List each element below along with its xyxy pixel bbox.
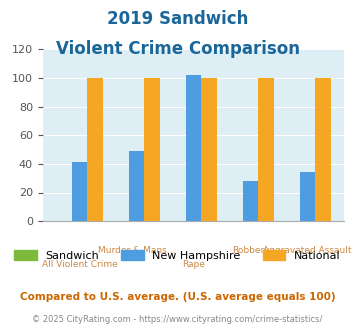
Bar [300, 173, 315, 221]
Bar [201, 78, 217, 221]
Bar [258, 78, 274, 221]
Text: Murder & Mans...: Murder & Mans... [98, 246, 175, 255]
Text: Rape: Rape [182, 260, 205, 269]
Text: Violent Crime Comparison: Violent Crime Comparison [55, 40, 300, 58]
Bar [144, 78, 159, 221]
Text: All Violent Crime: All Violent Crime [42, 260, 117, 269]
Text: Aggravated Assault: Aggravated Assault [263, 246, 352, 255]
Text: © 2025 CityRating.com - https://www.cityrating.com/crime-statistics/: © 2025 CityRating.com - https://www.city… [32, 315, 323, 324]
Bar [72, 162, 87, 221]
Text: Compared to U.S. average. (U.S. average equals 100): Compared to U.S. average. (U.S. average … [20, 292, 335, 302]
Text: 2019 Sandwich: 2019 Sandwich [107, 10, 248, 28]
Bar [243, 181, 258, 221]
Bar [186, 75, 201, 221]
Bar [129, 151, 144, 221]
Bar [315, 78, 331, 221]
Bar [87, 78, 103, 221]
Text: Robbery: Robbery [232, 246, 269, 255]
Legend: Sandwich, New Hampshire, National: Sandwich, New Hampshire, National [10, 246, 345, 265]
